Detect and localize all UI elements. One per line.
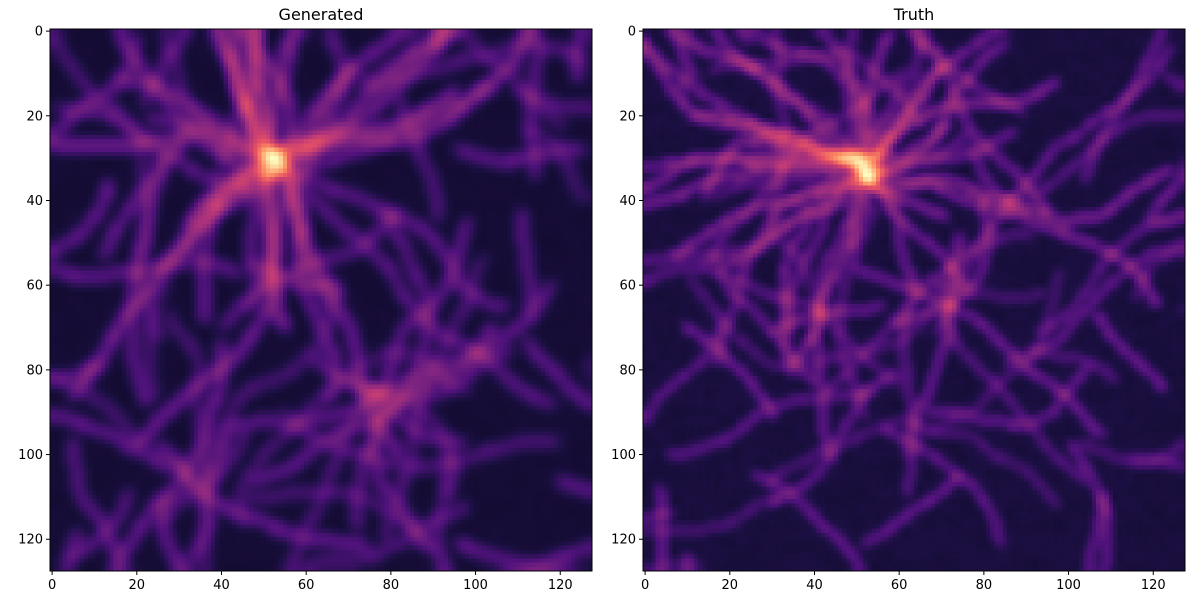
x-axis-generated: 0 20 40 60 80 100 120 [48,571,573,593]
x-tick-label: 0 [641,578,649,593]
x-tick-label: 40 [213,578,230,593]
y-tick-label: 40 [26,194,43,209]
heatmap-image-generated [50,29,592,571]
y-tick-label: 20 [619,109,636,124]
y-tick-label: 80 [26,363,43,378]
x-tick-label: 40 [806,578,823,593]
x-tick-label: 60 [891,578,908,593]
x-tick-label: 20 [722,578,739,593]
y-tick-label: 0 [35,25,43,40]
heatmap-image-truth [643,29,1185,571]
axes-frame-truth [642,28,1186,572]
x-tick-label: 20 [129,578,146,593]
y-axis-generated: 0 20 40 60 80 100 120 [18,25,50,548]
x-tick-label: 60 [298,578,315,593]
x-tick-label: 100 [1056,578,1081,593]
x-tick-label: 120 [1141,578,1166,593]
x-tick-label: 100 [463,578,488,593]
y-axis-truth: 0 20 40 60 80 100 120 [611,25,643,548]
panel-title-truth: Truth [893,5,935,24]
panel-title-generated: Generated [279,5,364,24]
y-tick-label: 120 [18,533,43,548]
y-tick-label: 20 [26,109,43,124]
panel-generated: Generated 0 20 40 60 80 100 120 0 20 40 60 80 100 12… [18,5,593,593]
x-tick-label: 120 [548,578,573,593]
x-tick-label: 80 [976,578,993,593]
y-tick-label: 40 [619,194,636,209]
panel-truth: Truth 0 20 40 60 80 100 120 0 20 40 60 80 100 120 [611,5,1186,593]
y-tick-label: 0 [628,25,636,40]
heatmap-canvas-generated [50,29,592,571]
axes-frame-generated [49,28,593,572]
y-tick-label: 100 [18,448,43,463]
y-tick-label: 60 [619,279,636,294]
y-tick-label: 120 [611,533,636,548]
x-tick-label: 0 [48,578,56,593]
heatmap-canvas-truth [643,29,1185,571]
y-tick-label: 60 [26,279,43,294]
y-tick-label: 100 [611,448,636,463]
x-axis-truth: 0 20 40 60 80 100 120 [641,571,1166,593]
y-tick-label: 80 [619,363,636,378]
x-tick-label: 80 [383,578,400,593]
